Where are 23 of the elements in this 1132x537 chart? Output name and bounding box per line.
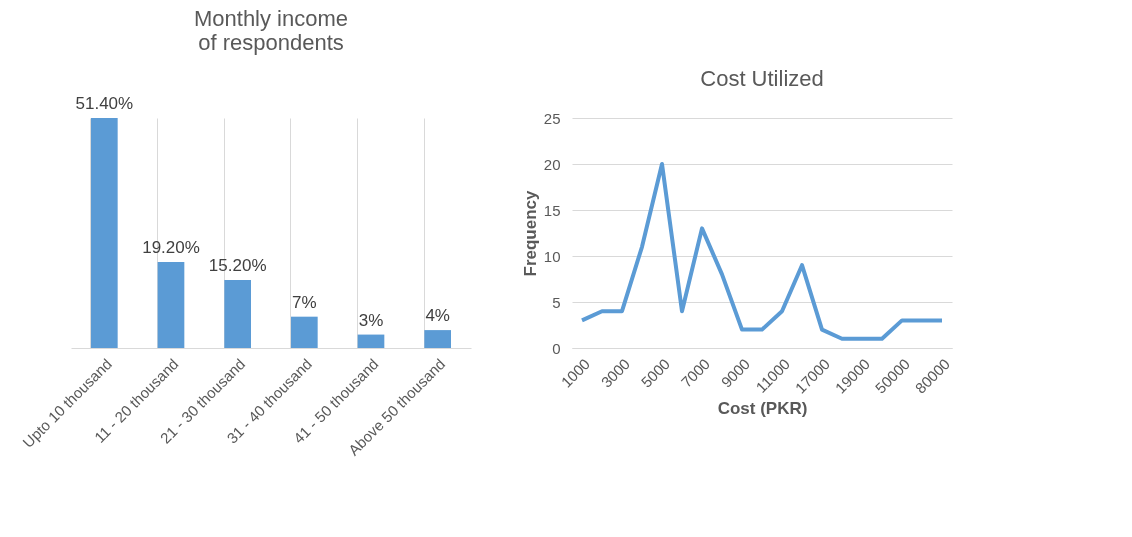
data-label: 51.40% [75, 94, 134, 113]
data-label: 15.20% [208, 255, 267, 275]
line-series [580, 162, 944, 341]
chart-title: Monthly income of respondents [193, 6, 349, 55]
data-label: 19.20% [142, 238, 200, 258]
y-tick-label: 20 [543, 155, 561, 173]
bar [91, 118, 118, 348]
y-tick-label: 10 [543, 247, 561, 265]
y-tick-label: 0 [552, 339, 561, 357]
data-label: 4% [425, 306, 450, 326]
bar [357, 334, 385, 348]
x-axis-title: Cost (PKR) [717, 398, 808, 418]
bar [224, 279, 251, 348]
data-label: 7% [292, 292, 317, 312]
bar [291, 316, 318, 348]
y-tick-label: 15 [543, 201, 561, 219]
bar [157, 262, 185, 348]
y-tick-label: 25 [543, 109, 561, 127]
chart-title: Cost Utilized [700, 66, 824, 91]
data-label: 3% [358, 310, 384, 330]
y-axis-title: Frequency [520, 189, 540, 277]
y-tick-label: 5 [552, 293, 561, 311]
bar [424, 330, 451, 348]
